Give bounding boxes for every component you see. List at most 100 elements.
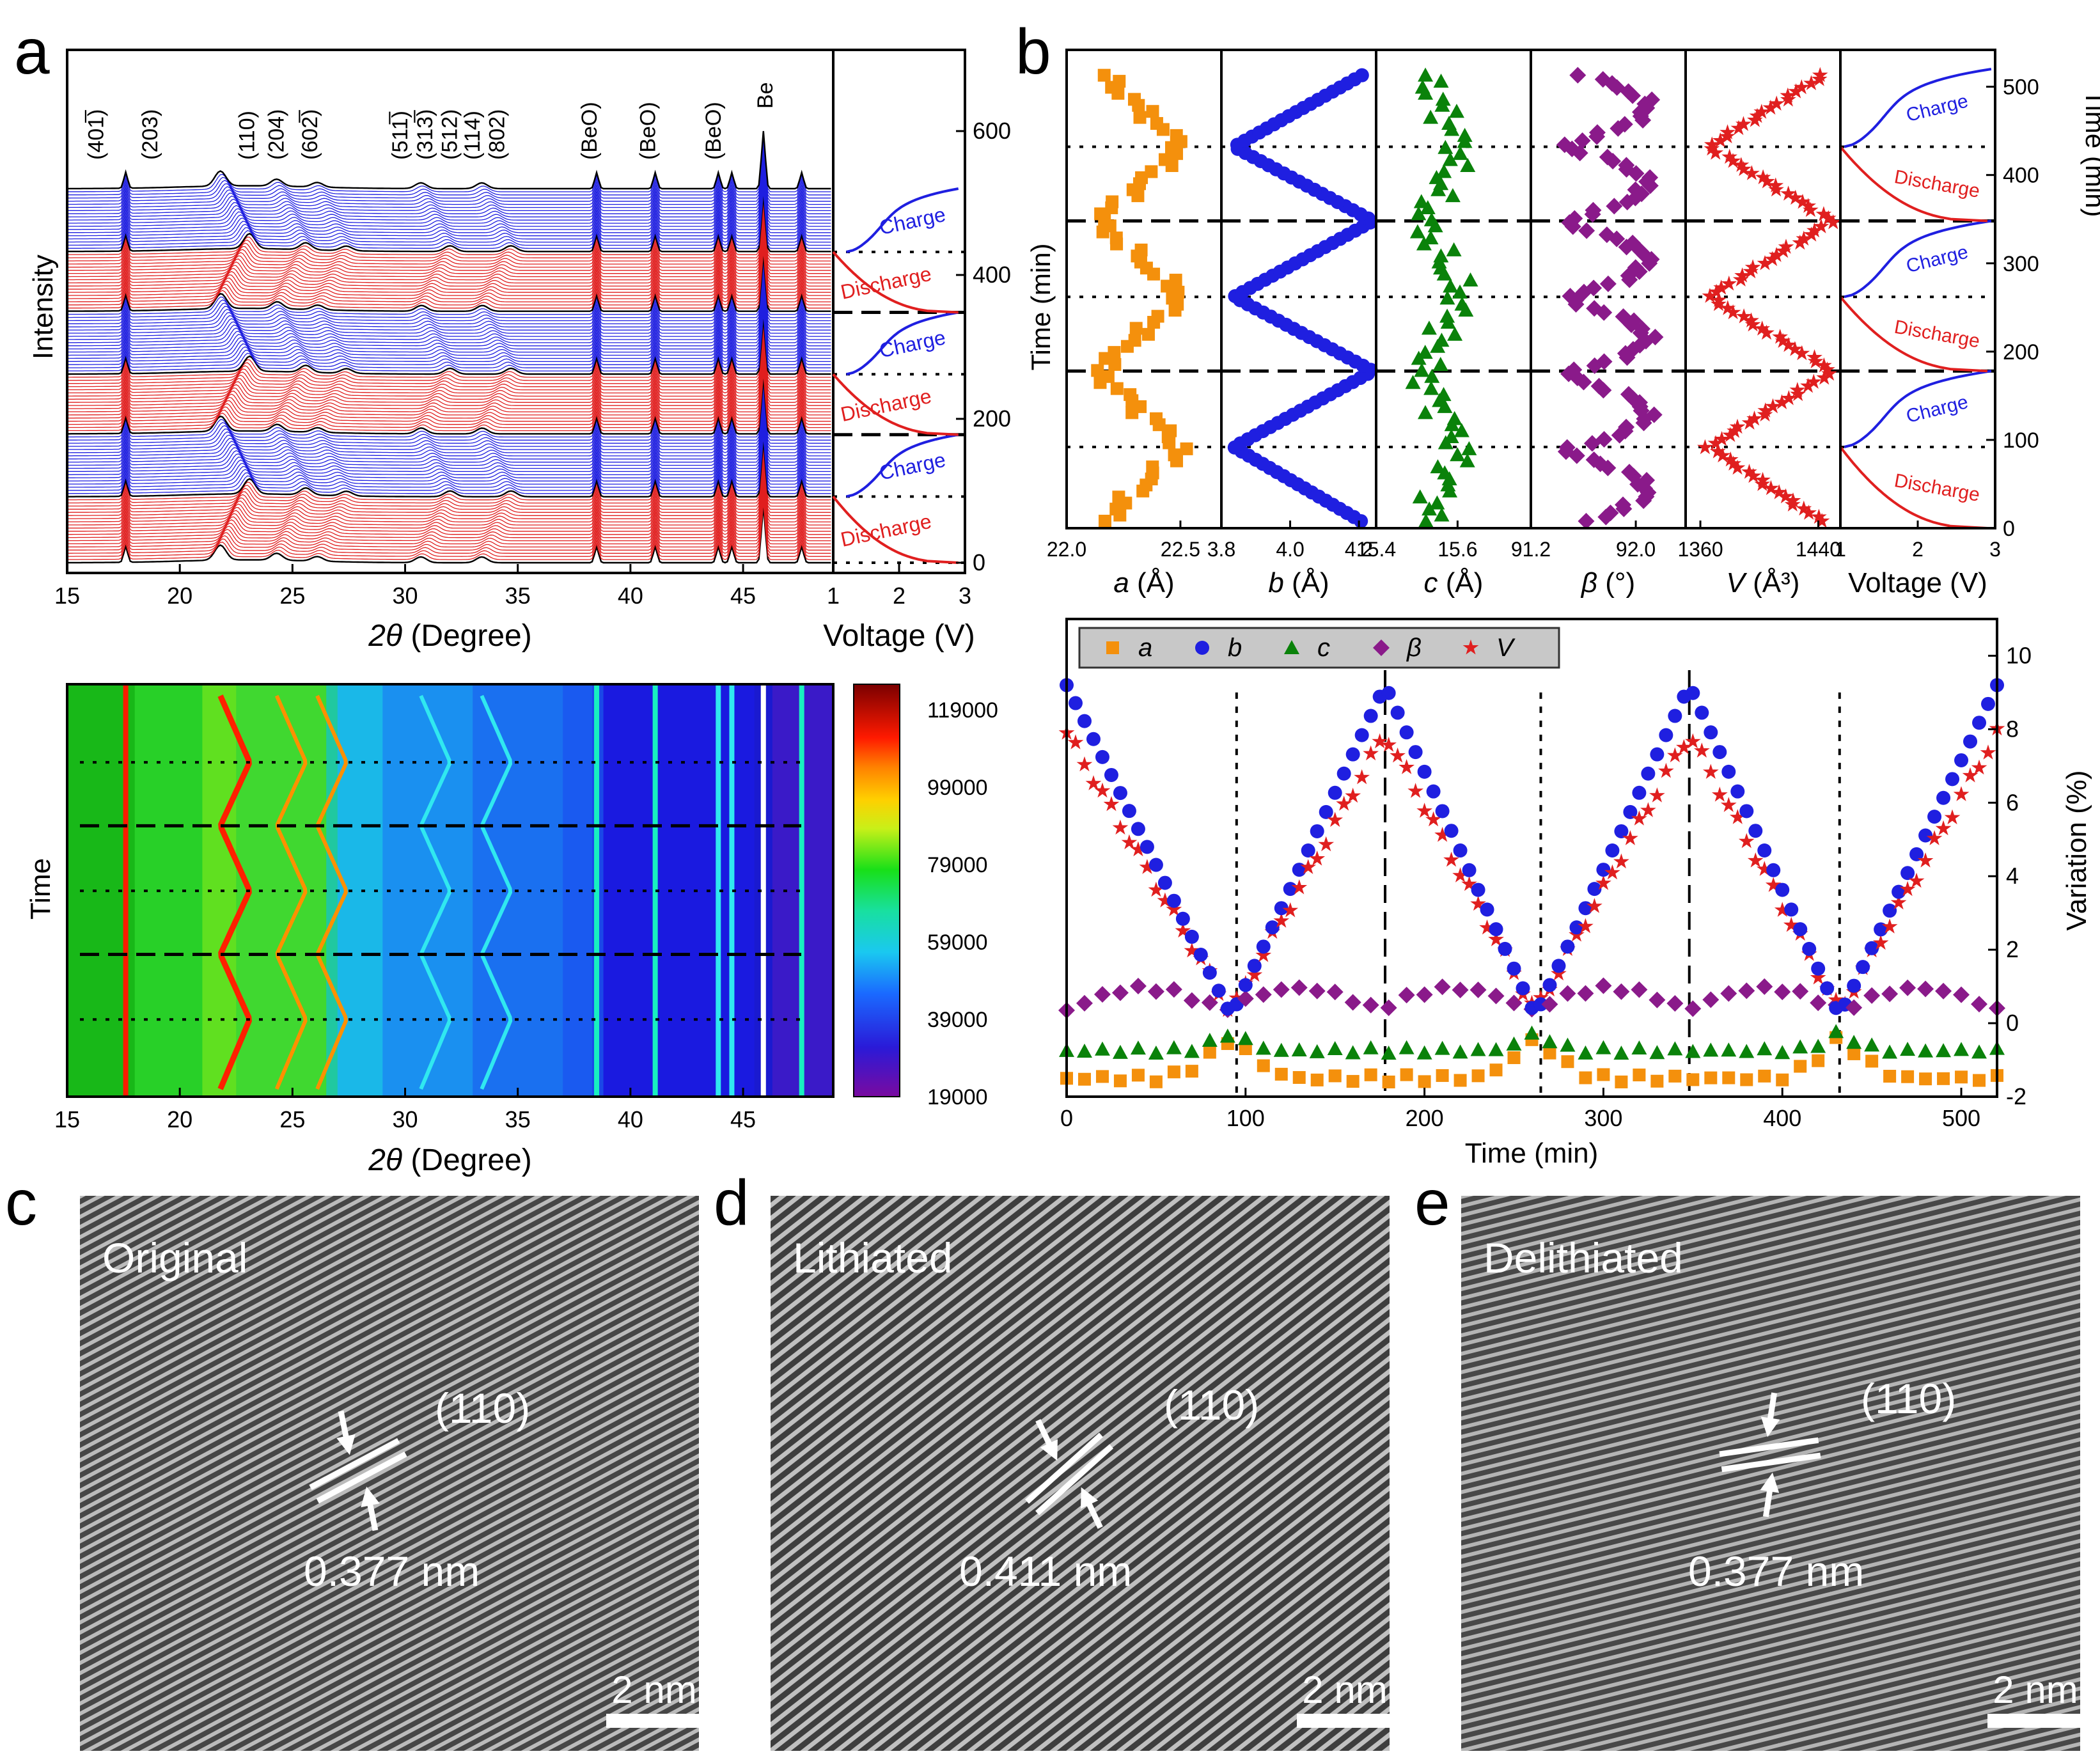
lattice-point — [1416, 986, 1433, 1003]
lattice-point — [1621, 464, 1638, 481]
lattice-point — [1881, 985, 1899, 1003]
plane-index-label: (110) — [1861, 1375, 1956, 1422]
lattice-point — [1729, 459, 1746, 475]
lattice-point — [1363, 709, 1378, 723]
lattice-point — [1574, 132, 1591, 150]
lattice-point — [1971, 759, 1987, 775]
tem-lattice-fringes — [80, 1196, 699, 1751]
lattice-point — [1963, 734, 1978, 749]
lattice-point — [1346, 1075, 1360, 1088]
lattice-point — [1424, 368, 1440, 383]
lattice-point — [1255, 986, 1272, 1003]
lattice-point — [1067, 734, 1084, 749]
lattice-point — [1778, 239, 1794, 254]
lattice-point — [1926, 830, 1943, 845]
xrd-trace — [67, 442, 831, 501]
lattice-point — [1157, 892, 1173, 907]
xrd-trace — [67, 194, 831, 253]
lattice-point — [1638, 471, 1656, 489]
lattice-point — [1185, 1065, 1198, 1078]
contour-ridge — [419, 694, 452, 1090]
lattice-point — [1104, 767, 1118, 782]
lattice-point — [1730, 120, 1747, 136]
xrd-trace — [67, 476, 831, 535]
xrd-trace — [67, 159, 831, 217]
discharge-curve — [1839, 295, 1988, 373]
lattice-point — [1417, 345, 1433, 359]
d-spacing-label: 0.411 nm — [959, 1548, 1132, 1595]
discharge-label: Discharge — [1893, 317, 1982, 352]
lattice-point — [1668, 709, 1682, 723]
lattice-point — [1647, 329, 1664, 346]
charge-curve — [1844, 370, 1992, 448]
lattice-point — [1708, 283, 1725, 299]
xrd-trace — [67, 143, 831, 202]
lattice-point — [1171, 285, 1185, 299]
lattice-point — [1381, 1046, 1397, 1060]
lattice-point — [1800, 377, 1816, 393]
xrd-trace — [67, 272, 831, 331]
lattice-point — [1448, 104, 1464, 118]
xrd-trace — [67, 492, 831, 551]
lattice-point — [1634, 320, 1651, 338]
lattice-point — [1936, 790, 1951, 805]
xrd-trace — [67, 345, 831, 403]
lattice-y-tick-label: 300 — [2003, 252, 2039, 276]
lattice-point — [1616, 116, 1633, 133]
lattice-point — [1774, 902, 1790, 917]
lattice-point — [1847, 978, 1861, 993]
lattice-point — [1585, 451, 1602, 468]
lattice-point — [1150, 412, 1163, 425]
lattice-xlabel: c (Å) — [1424, 567, 1484, 599]
tem-state-label: Original — [102, 1234, 247, 1281]
tem-image-c: Original (110) 0.377 nm 2 nm — [80, 1196, 702, 1751]
contour-x-tick-label: 15 — [54, 1106, 80, 1132]
lattice-point — [1399, 1040, 1414, 1054]
lattice-point — [1757, 1041, 1773, 1056]
peak-label: (602̅) — [298, 109, 322, 160]
lattice-point — [1597, 1068, 1610, 1081]
lattice-point — [1505, 994, 1523, 1012]
xrd-trace — [67, 285, 831, 343]
xrd-trace — [67, 401, 831, 460]
lattice-point — [1257, 1059, 1270, 1072]
lattice-point — [1462, 639, 1479, 655]
lattice-point — [1684, 1000, 1702, 1017]
peak-label: (BeO) — [577, 102, 602, 160]
charge-label: Charge — [877, 448, 948, 485]
lattice-point — [1745, 467, 1762, 483]
lattice-point — [1578, 1045, 1594, 1060]
lattice-point — [1953, 786, 1970, 801]
variation-xlabel: Time (min) — [1465, 1138, 1599, 1169]
lattice-point — [1284, 640, 1299, 654]
lattice-point — [1694, 742, 1710, 758]
peak-label: (110) — [235, 111, 259, 160]
lattice-point — [1408, 745, 1423, 760]
lattice-point — [1595, 977, 1612, 994]
lattice-point — [1327, 811, 1344, 827]
lattice-point — [1399, 759, 1414, 774]
lattice-point — [1649, 991, 1666, 1008]
contour-x-tick-label: 30 — [393, 1106, 418, 1132]
spacing-arrowhead — [1081, 1487, 1099, 1509]
lattice-point — [1453, 843, 1468, 858]
lattice-point — [1624, 234, 1642, 251]
lattice-x-tick-label: 4.2 — [1345, 538, 1373, 561]
lattice-point — [1130, 1040, 1146, 1055]
voltage-x-tick-label: 1 — [827, 583, 840, 609]
lattice-point — [1599, 148, 1616, 166]
lattice-point — [1423, 212, 1439, 226]
xrd-trace — [67, 439, 831, 498]
lattice-point — [1780, 390, 1797, 405]
xrd-trace — [67, 203, 831, 262]
xrd-trace — [67, 357, 831, 416]
lattice-point — [1755, 169, 1771, 185]
lattice-point — [1471, 882, 1485, 897]
lattice-point — [1722, 1071, 1736, 1085]
lattice-point — [1578, 918, 1594, 934]
lattice-point — [1900, 1042, 1916, 1056]
charge-label: Charge — [1904, 241, 1970, 277]
peak-label: (114) — [460, 111, 485, 160]
lattice-point — [1712, 132, 1728, 148]
lattice-point — [1820, 210, 1837, 226]
